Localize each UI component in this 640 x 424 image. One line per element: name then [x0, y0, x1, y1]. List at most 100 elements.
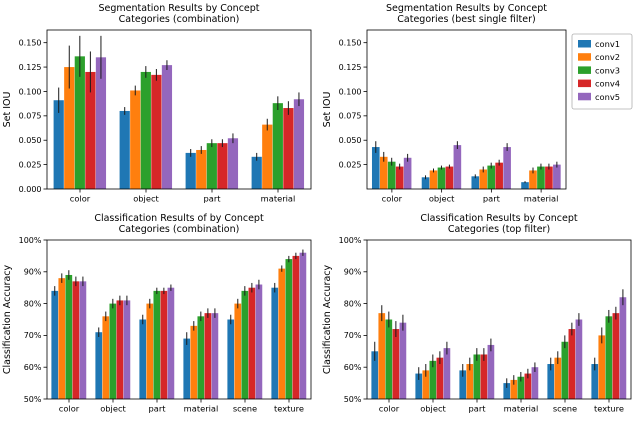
bar-conv1-texture	[591, 364, 599, 399]
bar-conv2-color	[379, 156, 388, 189]
y-tick-label: 0.150	[339, 38, 362, 47]
chart-title: Categories (top filter)	[448, 224, 550, 235]
chart-segmentation-combination: Segmentation Results by Concept Categorie…	[0, 0, 320, 210]
bar-conv2-material	[262, 124, 273, 189]
chart-title: Categories (combination)	[119, 224, 240, 235]
x-tick-label: object	[100, 404, 126, 414]
bar-conv4-part	[217, 143, 228, 189]
y-tick-label: 60%	[24, 363, 42, 372]
bar-conv3-part	[487, 165, 496, 189]
y-tick-label: 0.125	[19, 63, 42, 72]
bar-conv4-color	[395, 166, 404, 189]
y-axis-label: Set IOU	[322, 92, 333, 128]
bar-conv1-material	[503, 383, 511, 399]
bar-conv5-object	[161, 65, 173, 189]
bar-conv4-scene	[568, 329, 576, 399]
bar-conv2-object	[422, 370, 430, 399]
bar-conv5-color	[79, 281, 87, 399]
x-tick-label: object	[429, 194, 455, 204]
legend-swatch-conv4	[578, 79, 591, 88]
bar-conv5-material	[531, 367, 539, 399]
bar-conv2-part	[466, 364, 474, 399]
bar-conv5-color	[95, 57, 107, 190]
bar-conv1-scene	[547, 364, 555, 399]
y-tick-label: 0.025	[339, 160, 362, 169]
bar-conv5-texture	[619, 297, 627, 399]
bar-conv4-material	[204, 313, 212, 399]
y-tick-label: 0.000	[19, 185, 42, 194]
x-tick-label: part	[203, 194, 221, 204]
bar-conv3-color	[385, 319, 393, 399]
bar-conv3-object	[140, 71, 151, 189]
legend: conv1 conv2 conv3 conv4 conv5	[571, 33, 633, 110]
y-tick-label: 0.075	[339, 112, 362, 121]
x-tick-label: texture	[594, 404, 624, 414]
bar-conv3-color	[74, 56, 85, 190]
x-tick-label: texture	[274, 404, 304, 414]
bar-conv5-material	[293, 99, 305, 189]
y-tick-label: 70%	[344, 331, 362, 340]
bar-conv5-material	[553, 164, 561, 189]
x-tick-label: material	[261, 194, 296, 204]
bar-conv2-color	[378, 313, 386, 399]
legend-label-conv4: conv4	[595, 79, 620, 89]
bar-conv4-color	[85, 71, 96, 189]
chart-title: Segmentation Results by Concept	[386, 3, 547, 14]
bar-conv1-part	[139, 319, 147, 399]
y-tick-label: 90%	[24, 268, 42, 277]
legend-label-conv2: conv2	[595, 52, 620, 62]
x-tick-label: scene	[553, 404, 577, 414]
bar-conv1-material	[251, 156, 262, 189]
bar-conv3-object	[109, 303, 117, 399]
y-tick-label: 0.075	[19, 112, 42, 121]
bar-conv1-part	[459, 370, 467, 399]
bar-conv4-texture	[612, 313, 620, 399]
y-tick-label: 0.125	[339, 63, 362, 72]
y-tick-label: 0.150	[19, 38, 42, 47]
bar-conv3-color	[387, 161, 396, 189]
bar-conv2-object	[429, 170, 438, 189]
x-tick-label: part	[148, 404, 166, 414]
bar-conv2-material	[190, 325, 198, 399]
plot-frame	[46, 239, 312, 400]
bar-conv3-part	[206, 143, 217, 189]
chart-segmentation-best-single-filter: Segmentation Results by Concept Categorie…	[320, 0, 640, 210]
y-tick-label: 100%	[339, 236, 362, 245]
bar-conv4-object	[151, 74, 162, 189]
bar-conv1-scene	[227, 319, 235, 399]
legend-swatch-conv5	[578, 92, 591, 101]
y-tick-label: 50%	[24, 395, 42, 404]
legend-swatch-conv3	[578, 66, 591, 74]
plot-frame	[366, 29, 567, 190]
x-tick-label: part	[483, 194, 501, 204]
bar-conv3-material	[537, 166, 545, 189]
bar-conv3-material	[272, 103, 283, 189]
y-tick-label: 0.050	[339, 136, 362, 145]
segmentation-combination-chart: Segmentation Results by ConceptCategorie…	[2, 3, 312, 204]
bars-group	[371, 289, 627, 399]
legend-label-conv3: conv3	[595, 65, 620, 75]
bar-conv2-texture	[278, 268, 286, 399]
classification-top-filter-chart: Classification Results by ConceptCategor…	[322, 213, 632, 414]
bar-conv5-scene	[575, 319, 583, 399]
bar-conv1-material	[521, 182, 529, 189]
x-tick-label: object	[420, 404, 446, 414]
bar-conv1-color	[371, 351, 379, 399]
bar-conv1-color	[51, 290, 59, 399]
bars-group	[53, 35, 305, 190]
x-tick-label: material	[524, 194, 559, 204]
bar-conv1-color	[53, 100, 64, 189]
chart-title: Segmentation Results by Concept	[98, 3, 259, 14]
legend-swatch-conv2	[578, 53, 591, 61]
bar-conv5-color	[399, 322, 407, 399]
bar-conv2-scene	[554, 357, 562, 399]
bar-conv4-part	[160, 290, 168, 399]
legend-box	[571, 33, 633, 110]
bar-conv1-object	[415, 373, 423, 399]
bar-conv5-object	[123, 300, 131, 399]
x-tick-label: color	[382, 194, 403, 204]
legend-label-conv1: conv1	[595, 39, 620, 49]
y-tick-label: 80%	[344, 299, 362, 308]
bar-conv2-object	[130, 90, 141, 189]
y-axis-label: Classification Accuracy	[2, 264, 13, 374]
